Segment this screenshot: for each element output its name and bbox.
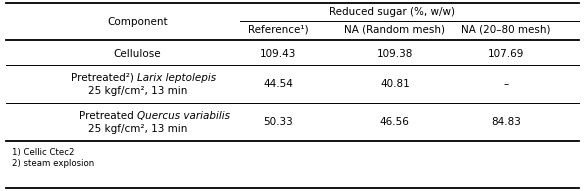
Text: 109.43: 109.43 [260, 49, 296, 59]
Text: 109.38: 109.38 [377, 49, 413, 59]
Text: 50.33: 50.33 [263, 117, 292, 127]
Text: 44.54: 44.54 [263, 79, 293, 89]
Text: Larix leptolepis: Larix leptolepis [137, 73, 216, 83]
Text: Cellulose: Cellulose [113, 49, 161, 59]
Text: Reduced sugar (%, w/w): Reduced sugar (%, w/w) [329, 7, 455, 17]
Text: Component: Component [107, 17, 168, 27]
Text: 25 kgf/cm², 13 min: 25 kgf/cm², 13 min [88, 124, 187, 134]
Text: Pretreated²): Pretreated²) [71, 73, 137, 83]
Text: –: – [504, 79, 508, 89]
Text: NA (Random mesh): NA (Random mesh) [345, 25, 445, 35]
Text: 25 kgf/cm², 13 min: 25 kgf/cm², 13 min [88, 86, 187, 96]
Text: NA (20–80 mesh): NA (20–80 mesh) [462, 25, 550, 35]
Text: 46.56: 46.56 [380, 117, 410, 127]
Text: 84.83: 84.83 [491, 117, 521, 127]
Text: 1) Cellic Ctec2: 1) Cellic Ctec2 [12, 147, 74, 156]
Text: 2) steam explosion: 2) steam explosion [12, 159, 94, 168]
Text: 107.69: 107.69 [488, 49, 524, 59]
Text: 40.81: 40.81 [380, 79, 409, 89]
Text: Pretreated: Pretreated [80, 111, 137, 121]
Text: Reference¹): Reference¹) [247, 25, 308, 35]
Text: Quercus variabilis: Quercus variabilis [137, 111, 230, 121]
